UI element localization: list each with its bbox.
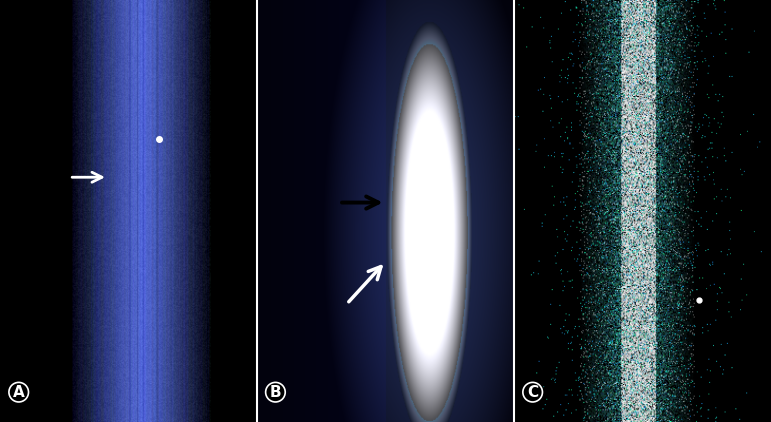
Text: C: C [527, 385, 538, 400]
Text: A: A [13, 385, 25, 400]
Text: B: B [270, 385, 281, 400]
